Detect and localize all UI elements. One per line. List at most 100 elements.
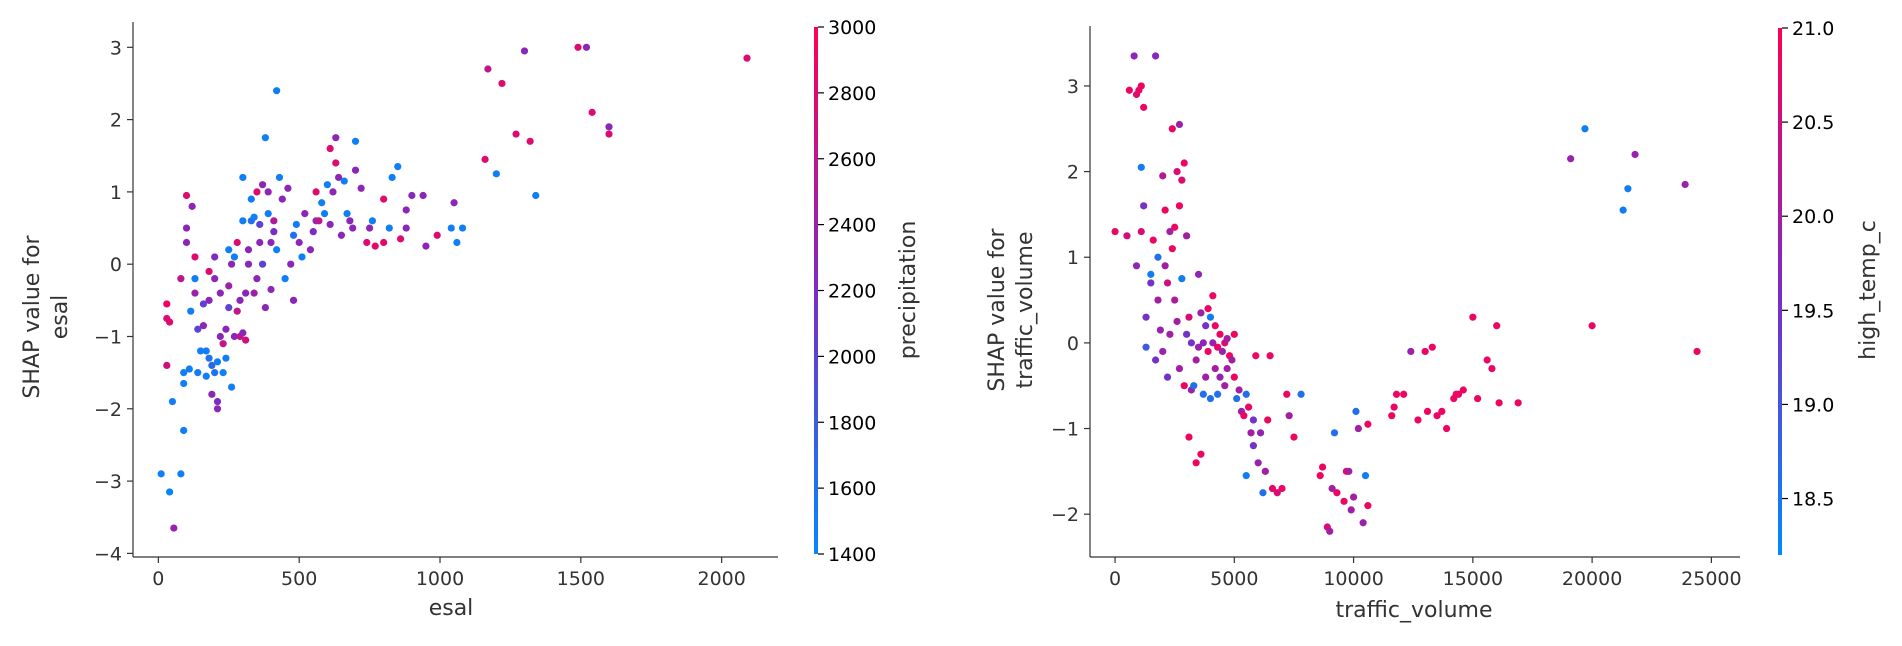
data-point (177, 470, 185, 478)
data-point (1693, 347, 1701, 356)
data-point (194, 325, 202, 333)
data-point (199, 300, 208, 308)
data-point (1194, 270, 1203, 278)
colorbar-ticks: 1400 1600 1800 2000 2200 2400 2600 2800 3000 (818, 17, 876, 566)
data-point (1364, 420, 1372, 428)
data-point (273, 87, 281, 95)
data-point (1183, 330, 1191, 338)
y-tick-label: −3 (94, 471, 122, 493)
data-point (1256, 429, 1265, 437)
data-point (298, 253, 306, 261)
data-point (1173, 317, 1181, 326)
data-point (340, 177, 348, 185)
data-point (450, 199, 458, 207)
data-point (287, 260, 295, 268)
data-point (1149, 236, 1157, 244)
data-point (402, 206, 410, 214)
data-point (346, 217, 354, 225)
data-point (351, 166, 360, 174)
data-point (227, 260, 236, 268)
colorbar-tick-label: 2200 (828, 281, 876, 303)
data-point (1168, 125, 1176, 133)
data-point (605, 130, 613, 138)
data-point (284, 184, 292, 192)
data-point (1388, 412, 1396, 420)
data-point (447, 224, 455, 232)
data-point (1111, 227, 1119, 236)
x-tick-label: 10000 (1323, 568, 1383, 590)
data-point (202, 347, 210, 355)
data-point (332, 159, 340, 167)
y-axis: −4 −3 −2 −1 0 1 2 3 (94, 22, 134, 565)
data-point (402, 224, 410, 232)
colorbar-label: high_temp_c (1856, 220, 1881, 360)
data-point (180, 426, 188, 435)
data-point (1268, 484, 1277, 493)
data-point (267, 238, 275, 247)
y-tick-label: −2 (94, 399, 122, 421)
data-point (191, 275, 199, 283)
data-point (1159, 172, 1167, 180)
data-point (1316, 472, 1324, 480)
data-point (1681, 180, 1689, 189)
data-point (278, 195, 286, 203)
data-point (481, 155, 489, 163)
data-point (1230, 373, 1238, 381)
x-tick-label: 5000 (1210, 568, 1258, 590)
data-point (261, 303, 269, 312)
data-point (250, 213, 258, 221)
data-point (1209, 339, 1217, 347)
data-point (1423, 407, 1432, 416)
data-point (323, 181, 331, 189)
data-point (267, 285, 275, 294)
data-point (244, 246, 253, 254)
data-point (227, 383, 236, 391)
data-point (1359, 519, 1367, 527)
colorbar-tick-label: 1400 (828, 544, 876, 566)
data-point (363, 238, 371, 247)
colorbar: 1400 1600 1800 2000 2200 2400 2600 2800 3000 pre… (814, 17, 921, 566)
data-point (1163, 279, 1172, 287)
data-point (1166, 330, 1174, 338)
data-point (1175, 202, 1184, 210)
data-point (1247, 429, 1255, 437)
data-point (222, 325, 230, 333)
data-point (301, 209, 309, 218)
data-point (208, 361, 216, 370)
x-tick-label: 2000 (697, 568, 745, 590)
data-point (264, 188, 272, 196)
data-point (256, 238, 264, 247)
data-point (1278, 484, 1286, 493)
data-point (225, 282, 233, 290)
data-point (188, 202, 196, 210)
colorbar-tick-label: 2400 (828, 215, 876, 237)
data-point (1328, 484, 1336, 493)
colorbar-tick-label: 19.0 (1792, 394, 1834, 416)
data-point (1221, 382, 1229, 390)
data-point (1488, 364, 1496, 373)
data-point (230, 332, 238, 341)
data-point (1151, 52, 1160, 60)
plot-area (157, 43, 751, 532)
data-point (1345, 467, 1353, 475)
data-point (1178, 176, 1186, 184)
data-point (394, 162, 402, 171)
data-point (1173, 167, 1181, 176)
data-point (1228, 356, 1236, 364)
data-point (222, 354, 230, 362)
data-point (1264, 416, 1272, 424)
data-point (343, 209, 351, 218)
data-point (230, 253, 238, 261)
data-point (315, 217, 323, 225)
colorbar-tick-label: 2000 (828, 346, 876, 368)
data-point (520, 47, 529, 55)
data-point (306, 246, 315, 254)
y-tick-label: 3 (110, 37, 122, 59)
data-point (166, 488, 174, 496)
data-point (1297, 390, 1305, 398)
data-point (1240, 412, 1248, 420)
data-point (1407, 347, 1415, 356)
data-point (1223, 364, 1231, 373)
colorbar-tick-label: 3000 (828, 17, 876, 39)
data-point (1223, 335, 1231, 343)
